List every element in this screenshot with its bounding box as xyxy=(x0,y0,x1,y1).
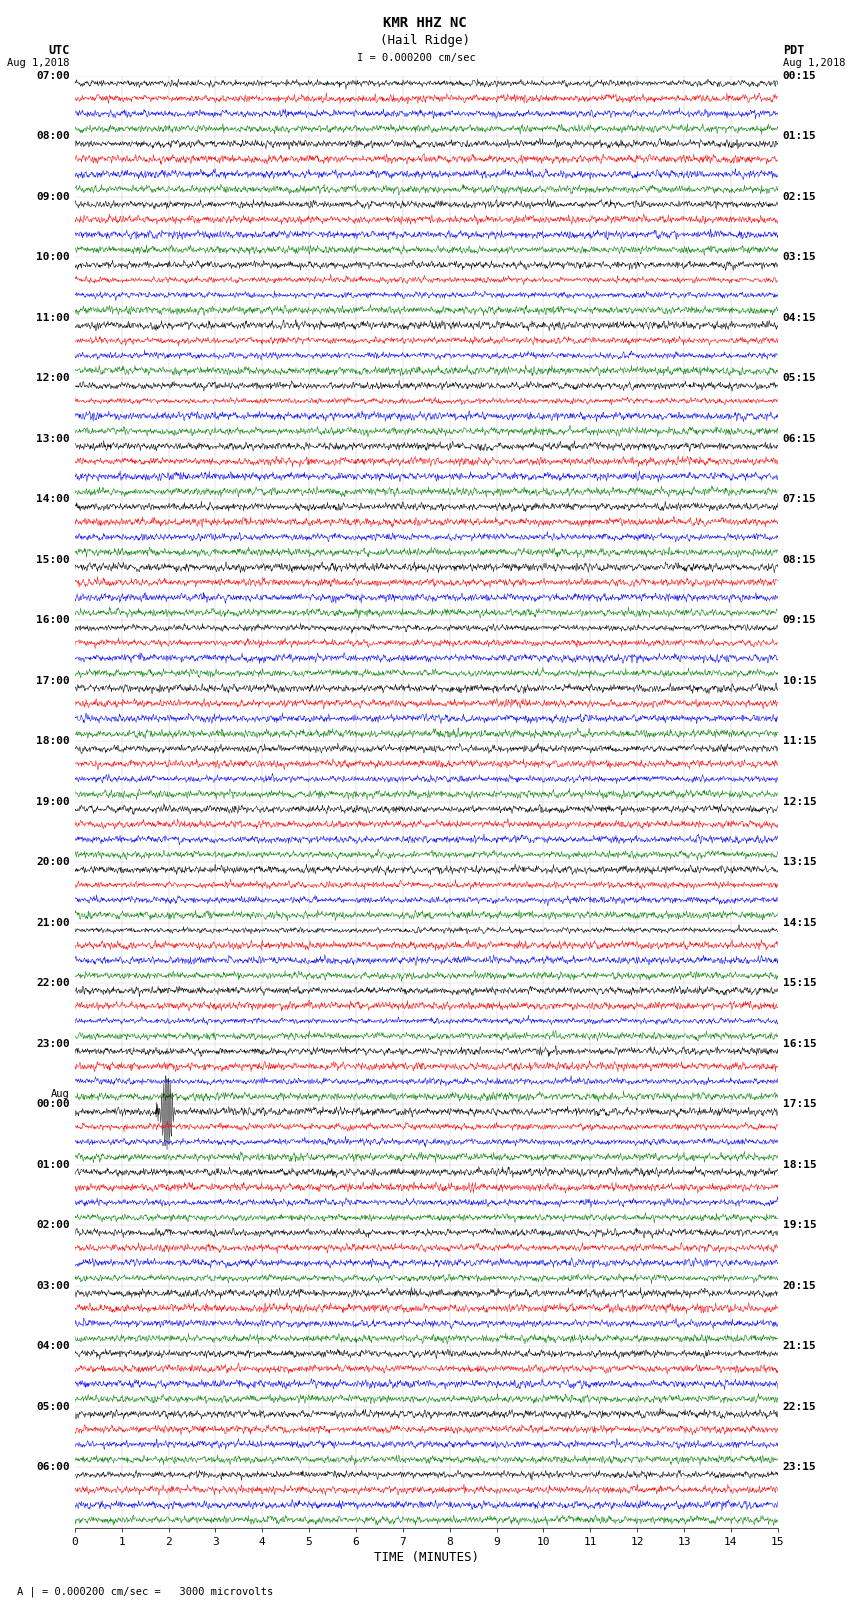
Text: 02:00: 02:00 xyxy=(36,1219,70,1231)
Text: 14:15: 14:15 xyxy=(783,918,817,927)
Text: 07:00: 07:00 xyxy=(36,71,70,81)
Text: 09:00: 09:00 xyxy=(36,192,70,202)
Text: 08:00: 08:00 xyxy=(36,131,70,142)
Text: 16:15: 16:15 xyxy=(783,1039,817,1048)
Text: 04:15: 04:15 xyxy=(783,313,817,323)
Text: I = 0.000200 cm/sec: I = 0.000200 cm/sec xyxy=(357,53,476,63)
Text: 18:15: 18:15 xyxy=(783,1160,817,1169)
Text: 15:00: 15:00 xyxy=(36,555,70,565)
Text: 15:15: 15:15 xyxy=(783,977,817,989)
Text: 10:00: 10:00 xyxy=(36,252,70,263)
Text: 21:15: 21:15 xyxy=(783,1340,817,1352)
Text: 05:00: 05:00 xyxy=(36,1402,70,1411)
Text: 01:15: 01:15 xyxy=(783,131,817,142)
Text: 14:00: 14:00 xyxy=(36,494,70,505)
Text: 12:00: 12:00 xyxy=(36,373,70,384)
Text: Aug: Aug xyxy=(51,1089,70,1100)
Text: 09:15: 09:15 xyxy=(783,615,817,626)
Text: 19:00: 19:00 xyxy=(36,797,70,806)
Text: 12:15: 12:15 xyxy=(783,797,817,806)
Text: 05:15: 05:15 xyxy=(783,373,817,384)
Text: 18:00: 18:00 xyxy=(36,736,70,747)
Text: 23:15: 23:15 xyxy=(783,1461,817,1473)
Text: 20:00: 20:00 xyxy=(36,857,70,868)
Text: Aug 1,2018: Aug 1,2018 xyxy=(783,58,846,68)
Text: A | = 0.000200 cm/sec =   3000 microvolts: A | = 0.000200 cm/sec = 3000 microvolts xyxy=(17,1586,273,1597)
Text: 22:15: 22:15 xyxy=(783,1402,817,1411)
Text: 19:15: 19:15 xyxy=(783,1219,817,1231)
Text: 07:15: 07:15 xyxy=(783,494,817,505)
Text: 13:00: 13:00 xyxy=(36,434,70,444)
Text: 21:00: 21:00 xyxy=(36,918,70,927)
Text: 01:00: 01:00 xyxy=(36,1160,70,1169)
Text: PDT: PDT xyxy=(783,44,804,56)
Text: 06:15: 06:15 xyxy=(783,434,817,444)
Text: 10:15: 10:15 xyxy=(783,676,817,686)
Text: 17:15: 17:15 xyxy=(783,1098,817,1110)
Text: 11:00: 11:00 xyxy=(36,313,70,323)
Text: 16:00: 16:00 xyxy=(36,615,70,626)
Text: 13:15: 13:15 xyxy=(783,857,817,868)
Text: KMR HHZ NC: KMR HHZ NC xyxy=(383,16,467,31)
Text: 03:00: 03:00 xyxy=(36,1281,70,1290)
Text: 23:00: 23:00 xyxy=(36,1039,70,1048)
Text: 11:15: 11:15 xyxy=(783,736,817,747)
Text: Aug 1,2018: Aug 1,2018 xyxy=(7,58,70,68)
Text: 22:00: 22:00 xyxy=(36,977,70,989)
Text: 02:15: 02:15 xyxy=(783,192,817,202)
Text: UTC: UTC xyxy=(48,44,70,56)
Text: 17:00: 17:00 xyxy=(36,676,70,686)
Text: 06:00: 06:00 xyxy=(36,1461,70,1473)
Text: 08:15: 08:15 xyxy=(783,555,817,565)
Text: 00:15: 00:15 xyxy=(783,71,817,81)
Text: 20:15: 20:15 xyxy=(783,1281,817,1290)
Text: 03:15: 03:15 xyxy=(783,252,817,263)
X-axis label: TIME (MINUTES): TIME (MINUTES) xyxy=(374,1550,479,1563)
Text: (Hail Ridge): (Hail Ridge) xyxy=(380,34,470,47)
Text: 00:00: 00:00 xyxy=(36,1098,70,1110)
Text: 04:00: 04:00 xyxy=(36,1340,70,1352)
